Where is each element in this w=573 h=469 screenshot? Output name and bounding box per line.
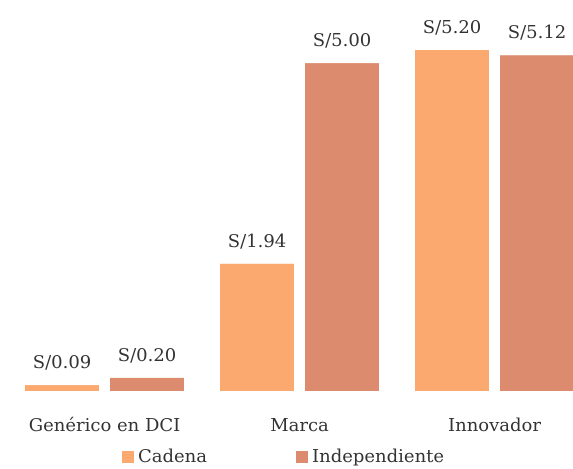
- legend-swatch: [122, 451, 134, 463]
- x-tick-label: Innovador: [448, 415, 541, 436]
- x-tick-label: Genérico en DCI: [29, 415, 181, 436]
- value-label: S/5.00: [313, 30, 371, 51]
- value-label: S/5.12: [508, 22, 566, 43]
- bar: [110, 377, 184, 391]
- legend-label: Independiente: [312, 446, 444, 467]
- value-label: S/1.94: [228, 231, 286, 252]
- bar: [415, 50, 489, 391]
- legend-swatch: [296, 451, 308, 463]
- value-label: S/0.09: [33, 352, 91, 373]
- bar: [305, 63, 379, 391]
- bar: [220, 263, 294, 391]
- value-label: S/0.20: [118, 345, 176, 366]
- x-tick-label: Marca: [270, 415, 329, 436]
- legend-label: Cadena: [138, 446, 207, 467]
- bar: [500, 55, 573, 391]
- bar: [25, 385, 99, 391]
- value-label: S/5.20: [423, 17, 481, 38]
